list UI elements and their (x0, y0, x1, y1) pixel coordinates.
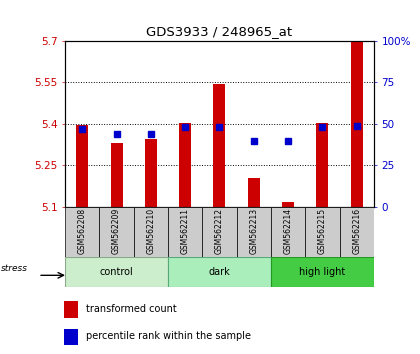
Text: GSM562213: GSM562213 (249, 208, 258, 254)
Text: GSM562210: GSM562210 (146, 208, 155, 254)
Bar (351, 41, 362, 207)
Bar (168, 207, 202, 257)
Bar (64, 301, 78, 318)
Bar (248, 178, 260, 207)
Bar (339, 207, 374, 257)
Text: GSM562211: GSM562211 (181, 208, 190, 254)
Bar (64, 329, 78, 345)
Bar (305, 207, 339, 257)
Bar (271, 207, 305, 257)
Text: dark: dark (209, 267, 230, 277)
Bar (168, 257, 271, 287)
Bar (282, 201, 294, 207)
Text: high light: high light (299, 267, 346, 277)
Text: GSM562209: GSM562209 (112, 208, 121, 254)
Text: stress: stress (1, 264, 29, 273)
Text: GSM562208: GSM562208 (78, 208, 87, 254)
Text: percentile rank within the sample: percentile rank within the sample (86, 331, 251, 341)
Bar (65, 257, 168, 287)
Bar (236, 207, 271, 257)
Bar (316, 122, 328, 207)
Bar (202, 207, 236, 257)
Bar (134, 207, 168, 257)
Bar (110, 143, 123, 207)
Bar (76, 125, 88, 207)
Text: GSM562215: GSM562215 (318, 208, 327, 254)
Text: GSM562212: GSM562212 (215, 208, 224, 254)
Bar (271, 257, 374, 287)
Bar (213, 84, 226, 207)
Bar (179, 122, 191, 207)
Text: GSM562216: GSM562216 (352, 208, 361, 254)
Text: transformed count: transformed count (86, 304, 177, 314)
Text: control: control (100, 267, 134, 277)
Text: GSM562214: GSM562214 (284, 208, 293, 254)
Bar (145, 139, 157, 207)
Title: GDS3933 / 248965_at: GDS3933 / 248965_at (147, 25, 292, 38)
Bar (65, 207, 100, 257)
Bar (100, 207, 134, 257)
